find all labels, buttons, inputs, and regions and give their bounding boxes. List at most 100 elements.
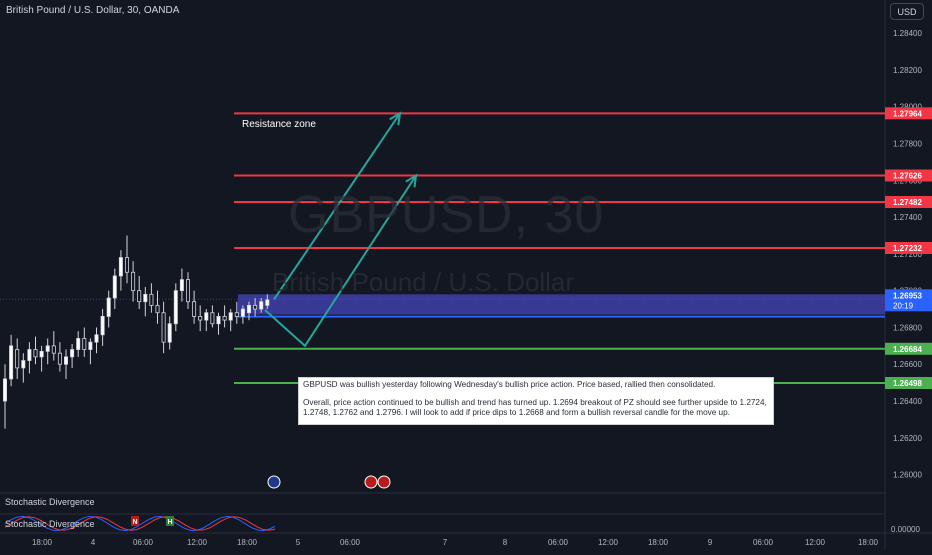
price-tick-label: 1.28200 — [893, 66, 922, 75]
event-lightning-icon — [267, 475, 281, 489]
candle-body — [9, 345, 14, 380]
resistance-level-3-tag — [885, 195, 932, 208]
time-tick-label: 12:00 — [187, 538, 208, 547]
indicator-label-2[interactable]: Stochastic Divergence — [5, 519, 95, 529]
time-tick-label: 8 — [503, 538, 508, 547]
chart-title: British Pound / U.S. Dollar, 30, OANDA — [6, 5, 180, 16]
resistance-level-4-tag-label: 1.27232 — [893, 244, 922, 253]
current-price-tag — [885, 289, 932, 312]
candle-body — [21, 360, 26, 369]
projection-arrow-2-head — [405, 173, 418, 188]
candle-body — [149, 293, 154, 306]
candle-body — [39, 350, 44, 358]
note-line-1: GBPUSD was bullish yesterday following W… — [303, 380, 716, 389]
candle-body — [131, 271, 136, 292]
candle-body — [106, 297, 111, 317]
price-tick-label: 1.26200 — [893, 434, 922, 443]
projection-arrow-1 — [273, 112, 401, 301]
resistance-level-4-tag — [885, 241, 932, 254]
time-tick-label: 18:00 — [858, 538, 879, 547]
time-tick-label: 4 — [91, 538, 96, 547]
candle-body — [27, 349, 32, 361]
price-tick-label: 1.27200 — [893, 250, 922, 259]
candle-body — [210, 312, 215, 325]
candle-body — [216, 316, 221, 325]
time-tick-label: 12:00 — [598, 538, 619, 547]
price-tick-label: 1.27400 — [893, 213, 922, 222]
candle-body — [259, 301, 264, 310]
note-line-2: Overall, price action continued to be bu… — [303, 398, 767, 417]
watermark-name: British Pound / U.S. Dollar — [272, 267, 575, 297]
stochastic-d-line — [4, 516, 276, 531]
candle-body — [64, 356, 69, 365]
price-tick-label: 1.26400 — [893, 397, 922, 406]
candle-body — [179, 279, 184, 292]
time-tick-label: 7 — [443, 538, 448, 547]
divergence-marker-h-label: H — [168, 519, 173, 526]
resistance-level-1-tag — [885, 107, 932, 120]
candle-body — [112, 275, 117, 299]
price-tick-label: 1.26000 — [893, 471, 922, 480]
support-level-2-tag-label: 1.26498 — [893, 379, 922, 388]
stochastic-k-line — [4, 515, 276, 532]
time-tick-label: 18:00 — [648, 538, 669, 547]
divergence-marker-n — [131, 516, 139, 526]
divergence-marker-n-label: N — [133, 519, 138, 526]
candle-body — [167, 323, 172, 343]
candle-body — [234, 312, 239, 317]
currency-button[interactable]: USD — [890, 3, 924, 20]
candle-body — [70, 349, 75, 358]
candle-body — [76, 338, 81, 350]
event-flag-icon — [364, 475, 378, 489]
candle-body — [33, 349, 38, 358]
candle-body — [82, 338, 87, 350]
candle-body — [137, 290, 142, 303]
candle-body — [185, 279, 190, 303]
analysis-note: GBPUSD was bullish yesterday following W… — [298, 377, 774, 425]
candle-body — [45, 345, 50, 352]
oscillator-tick-label: 0.00000 — [891, 525, 920, 534]
candle-body — [265, 299, 270, 306]
candle-body — [94, 334, 99, 343]
candle-body — [246, 304, 251, 314]
candle-body — [57, 352, 62, 365]
price-tick-label: 1.28400 — [893, 29, 922, 38]
price-tick-label: 1.27800 — [893, 139, 922, 148]
candle-body — [155, 304, 160, 314]
candle-body — [204, 312, 209, 321]
current-price-value: 1.26953 — [893, 291, 922, 300]
resistance-zone-label: Resistance zone — [242, 119, 316, 130]
time-tick-label: 06:00 — [548, 538, 569, 547]
time-tick-label: 18:00 — [32, 538, 53, 547]
projection-arrow-1-head — [389, 111, 402, 126]
event-flag-icon — [377, 475, 391, 489]
indicator-label-1[interactable]: Stochastic Divergence — [5, 497, 95, 507]
candle-body — [173, 290, 178, 325]
price-tick-label: 1.28000 — [893, 103, 922, 112]
candle-body — [3, 378, 8, 402]
time-tick-label: 06:00 — [340, 538, 361, 547]
resistance-level-2-tag — [885, 169, 932, 182]
bar-countdown: 20:19 — [893, 301, 914, 310]
candle-body — [161, 312, 166, 343]
support-level-1-tag — [885, 342, 932, 355]
candle-body — [198, 316, 203, 321]
candle-body — [15, 349, 20, 369]
time-tick-label: 06:00 — [133, 538, 154, 547]
watermark-symbol: GBPUSD, 30 — [288, 186, 605, 244]
candle-body — [118, 257, 123, 277]
resistance-level-1-tag-label: 1.27964 — [893, 109, 922, 118]
resistance-level-3-tag-label: 1.27482 — [893, 198, 922, 207]
time-tick-label: 12:00 — [805, 538, 826, 547]
candle-body — [228, 312, 233, 321]
time-tick-label: 18:00 — [237, 538, 258, 547]
candle-body — [100, 316, 105, 336]
candle-body — [125, 257, 130, 273]
support-level-2-tag — [885, 376, 932, 389]
candle-body — [253, 304, 258, 310]
candle-body — [222, 316, 227, 321]
candle-body — [240, 308, 245, 317]
